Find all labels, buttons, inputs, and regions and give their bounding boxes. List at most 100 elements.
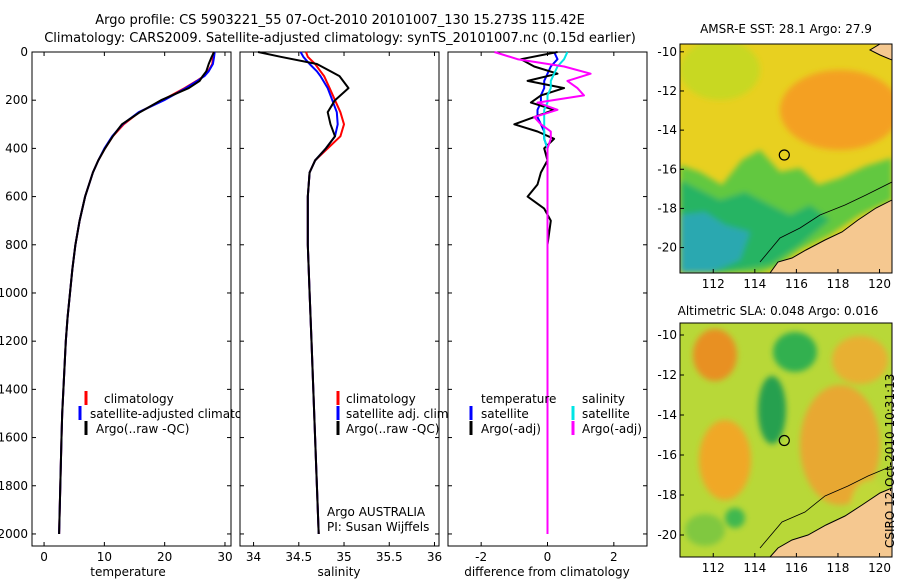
legend-label-sal-argo: Argo(-adj)	[582, 422, 642, 436]
series-line-argo-raw-qc-	[58, 51, 215, 535]
map-x-tick-label: 120	[868, 561, 891, 575]
map-y-tick-label: -14	[657, 123, 677, 137]
map-y-tick-label: -12	[657, 84, 677, 98]
y-tick-label: 0	[20, 45, 28, 59]
sla-map-ticks: 112 114 116 118 120 -10 -12 -14 -16 -18 -20	[657, 328, 891, 575]
map-y-tick-label: -18	[657, 201, 677, 215]
map-y-tick-label: -16	[657, 448, 677, 462]
sst-map-image	[680, 44, 892, 273]
map-y-tick-label: -12	[657, 368, 677, 382]
x-tick-label: -2	[475, 550, 487, 564]
y-tick-label: 400	[5, 141, 28, 155]
map-x-tick-label: 118	[827, 561, 850, 575]
map-y-tick-label: -10	[657, 45, 677, 59]
y-tick-label: 600	[5, 190, 28, 204]
sst-isobath	[759, 181, 892, 263]
sla-low-south	[725, 508, 745, 528]
y-tick-label: 1600	[0, 431, 28, 445]
y-tick-label: 1400	[0, 382, 28, 396]
sla-map-frame	[679, 322, 893, 558]
map-x-tick-label: 118	[827, 277, 850, 291]
sst-warm-patch	[780, 70, 892, 150]
legend-label-temp-argo: Argo(-adj)	[481, 422, 541, 436]
difference-lines	[494, 51, 592, 534]
x-tick-label: 2	[610, 550, 618, 564]
map-x-tick-label: 116	[785, 277, 808, 291]
difference-xlabel: difference from climatology	[464, 565, 630, 579]
x-tick-label: 0	[40, 550, 48, 564]
map-x-tick-label: 120	[868, 277, 891, 291]
temperature-axes-frame	[31, 51, 232, 547]
sst-map-ticks: 112 114 116 118 120 -10 -12 -14 -16 -18 -20	[657, 45, 891, 291]
difference-ticks: -2 0 2	[448, 51, 647, 564]
y-tick-label: 1000	[0, 286, 28, 300]
map-y-tick-label: -16	[657, 162, 677, 176]
figure-title-line1: Argo profile: CS 5903221_55 07-Oct-2010 …	[95, 13, 585, 28]
sla-land-australia	[769, 487, 892, 557]
map-x-tick-label: 116	[785, 561, 808, 575]
legend-header-salinity: salinity	[582, 392, 625, 406]
x-tick-label: 34	[246, 550, 261, 564]
temperature-ticks: 0 200 400 600 800 1000 1200 1400 1600 1800 2000 0 10…	[0, 45, 233, 564]
credit-timestamp: CSIRO 12-Oct-2010 10:31:13	[883, 374, 897, 548]
sla-high-east	[800, 385, 880, 505]
series-line-argo-raw-qc-	[257, 51, 350, 535]
salinity-xlabel: salinity	[317, 565, 360, 579]
sla-high-west	[699, 420, 751, 500]
x-tick-label: 35.5	[376, 550, 403, 564]
y-tick-label: 1200	[0, 334, 28, 348]
map-y-tick-label: -20	[657, 528, 677, 542]
salinity-legend: climatology satellite adj. clim. Argo(..…	[327, 391, 452, 534]
salinity-annotation-pi: PI: Susan Wijffels	[327, 520, 429, 534]
sla-argo-marker	[778, 434, 790, 447]
difference-panel: -2 0 2 difference from climatology tempera…	[447, 51, 648, 579]
temperature-panel: 0 200 400 600 800 1000 1200 1400 1600 1800 2000 0 10…	[0, 45, 268, 579]
y-tick-label: 200	[5, 93, 28, 107]
sla-map-panel: Altimetric SLA: 0.048 Argo: 0.016 112 114…	[657, 304, 893, 575]
map-x-tick-label: 112	[702, 561, 725, 575]
sla-low-central	[758, 376, 786, 444]
x-tick-label: 36	[427, 550, 442, 564]
legend-label-sal-satellite: satellite	[582, 407, 630, 421]
salinity-ticks: 34 34.5 35 35.5 36	[240, 51, 442, 564]
map-x-tick-label: 114	[743, 277, 766, 291]
sla-low-southwest	[685, 514, 725, 546]
temperature-xlabel: temperature	[90, 565, 165, 579]
legend-label-argo: Argo(..raw -QC)	[96, 422, 189, 436]
y-tick-label: 800	[5, 238, 28, 252]
legend-label-satellite-adj: satellite adj. clim.	[346, 407, 452, 421]
legend-label-climatology: climatology	[346, 392, 416, 406]
map-y-tick-label: -14	[657, 408, 677, 422]
y-tick-label: 1800	[0, 479, 28, 493]
sst-land-north	[868, 44, 892, 61]
y-tick-label: 2000	[0, 527, 28, 541]
salinity-lines	[257, 51, 350, 535]
sst-land-australia	[769, 199, 892, 273]
legend-label-climatology: climatology	[104, 392, 174, 406]
x-tick-label: 0	[544, 550, 552, 564]
sst-argo-marker	[778, 149, 790, 161]
sla-isobath	[759, 465, 892, 549]
legend-label-satellite-adjusted: satellite-adjusted climatology	[90, 407, 268, 421]
sst-map-frame	[679, 43, 893, 274]
sla-high-northwest	[693, 329, 737, 381]
salinity-panel: 34 34.5 35 35.5 36 salinity climatology sate…	[239, 51, 452, 579]
legend-header-temperature: temperature	[481, 392, 556, 406]
x-tick-label: 34.5	[285, 550, 312, 564]
temperature-lines	[58, 51, 216, 535]
legend-label-argo: Argo(..raw -QC)	[346, 422, 439, 436]
sst-mid-patch	[680, 44, 760, 100]
sst-coolest-patch	[680, 212, 750, 273]
difference-legend: temperature satellite Argo(-adj) salinit…	[469, 392, 642, 436]
map-x-tick-label: 114	[743, 561, 766, 575]
sla-high-northeast	[832, 336, 888, 384]
map-y-tick-label: -10	[657, 328, 677, 342]
sla-low-north	[773, 332, 817, 372]
map-x-tick-label: 112	[702, 277, 725, 291]
x-tick-label: 10	[97, 550, 112, 564]
sla-map-image	[680, 323, 892, 557]
temperature-legend: climatology satellite-adjusted climatolo…	[78, 391, 268, 436]
x-tick-label: 35	[336, 550, 351, 564]
legend-label-temp-satellite: satellite	[481, 407, 529, 421]
